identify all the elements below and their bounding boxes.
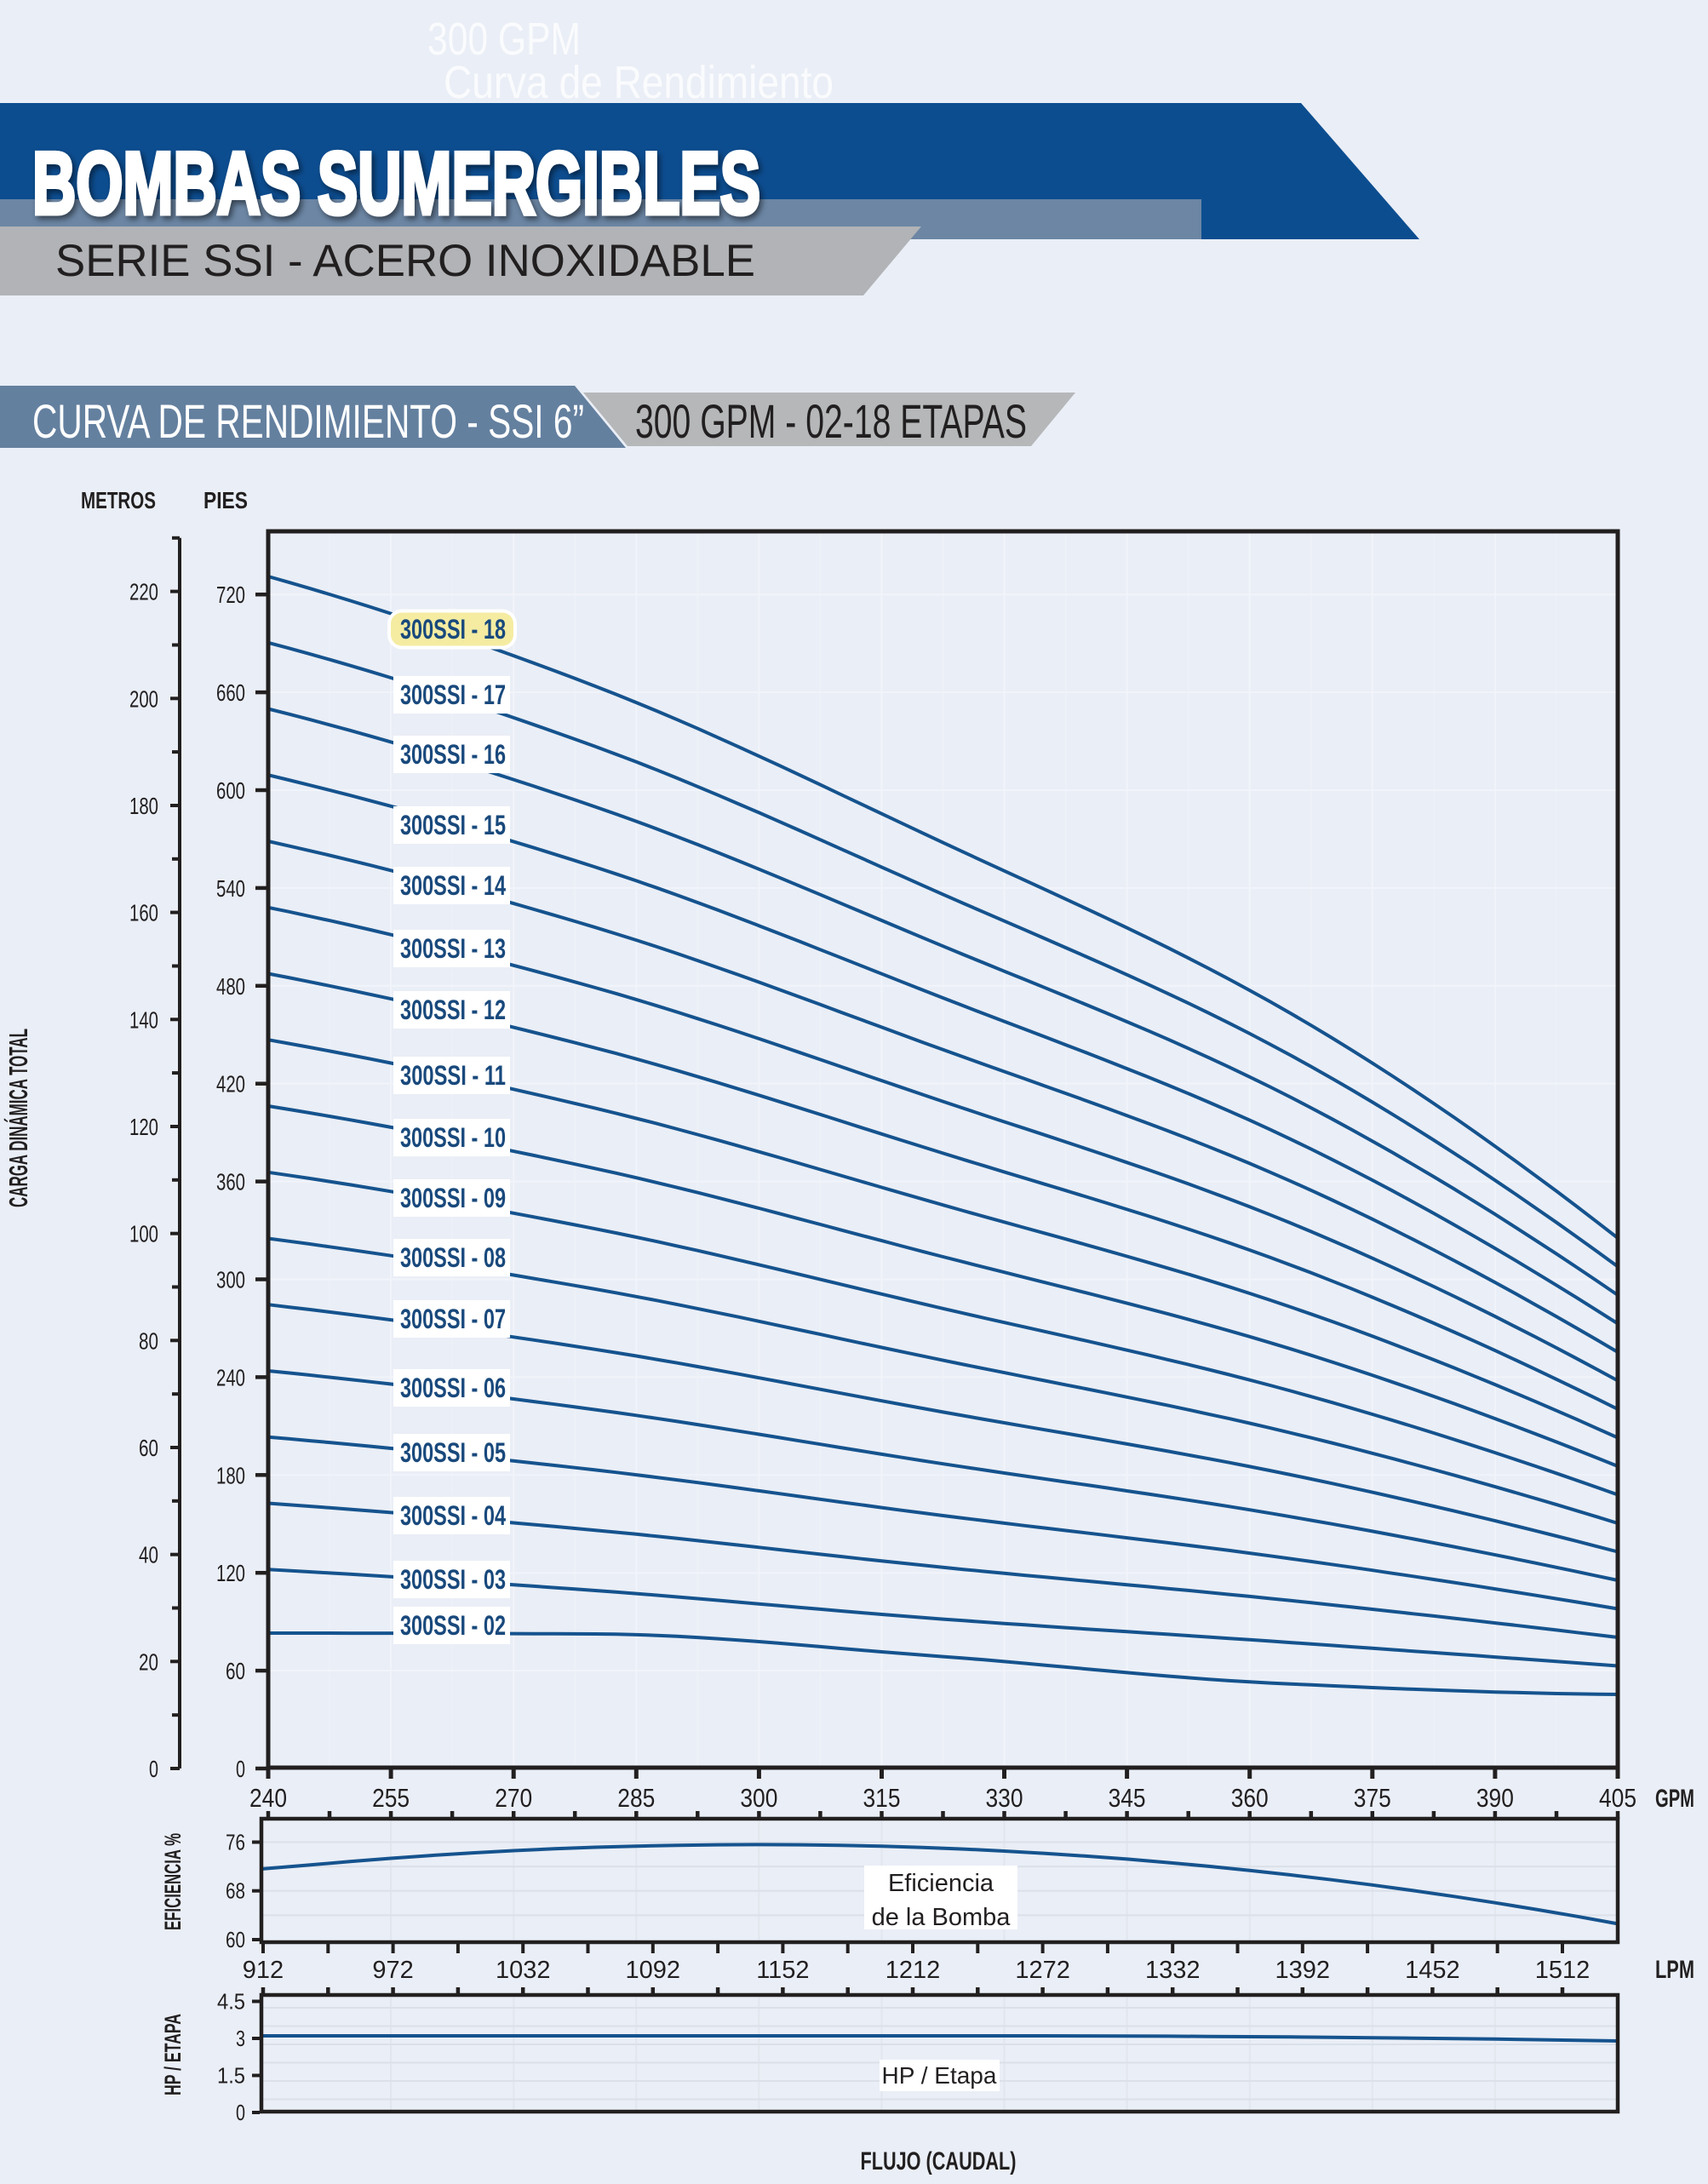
svg-text:480: 480 bbox=[216, 973, 245, 1000]
svg-text:420: 420 bbox=[216, 1071, 245, 1098]
svg-text:300 GPM - 02-18 ETAPAS: 300 GPM - 02-18 ETAPAS bbox=[635, 394, 1027, 448]
svg-text:300SSI - 03: 300SSI - 03 bbox=[400, 1564, 506, 1595]
svg-text:315: 315 bbox=[863, 1783, 901, 1813]
svg-text:GPM: GPM bbox=[1655, 1785, 1694, 1813]
svg-text:240: 240 bbox=[216, 1364, 245, 1390]
svg-text:180: 180 bbox=[129, 793, 158, 819]
svg-text:720: 720 bbox=[216, 582, 245, 608]
svg-text:300SSI - 14: 300SSI - 14 bbox=[400, 870, 506, 901]
svg-text:60: 60 bbox=[226, 1658, 245, 1684]
svg-text:300SSI - 11: 300SSI - 11 bbox=[400, 1060, 506, 1091]
svg-text:1452: 1452 bbox=[1405, 1957, 1460, 1984]
svg-text:972: 972 bbox=[372, 1957, 413, 1984]
svg-text:140: 140 bbox=[129, 1006, 158, 1033]
svg-text:4.5: 4.5 bbox=[217, 1989, 245, 2015]
svg-text:1512: 1512 bbox=[1535, 1957, 1591, 1984]
svg-text:300: 300 bbox=[216, 1267, 245, 1293]
svg-text:200: 200 bbox=[129, 685, 158, 712]
svg-text:300SSI - 07: 300SSI - 07 bbox=[400, 1304, 506, 1334]
svg-text:300SSI - 05: 300SSI - 05 bbox=[400, 1437, 506, 1468]
svg-text:120: 120 bbox=[129, 1114, 158, 1140]
svg-text:160: 160 bbox=[129, 900, 158, 926]
svg-text:CURVA DE RENDIMIENTO - SSI 6”: CURVA DE RENDIMIENTO - SSI 6” bbox=[32, 394, 584, 448]
svg-text:LPM: LPM bbox=[1655, 1956, 1694, 1984]
svg-text:300SSI - 12: 300SSI - 12 bbox=[400, 995, 506, 1025]
svg-text:300SSI - 13: 300SSI - 13 bbox=[400, 933, 506, 964]
svg-text:100: 100 bbox=[129, 1221, 158, 1247]
svg-text:600: 600 bbox=[216, 777, 245, 804]
svg-text:300: 300 bbox=[740, 1783, 777, 1813]
svg-text:120: 120 bbox=[216, 1560, 245, 1586]
svg-text:360: 360 bbox=[1231, 1783, 1269, 1813]
svg-text:de la Bomba: de la Bomba bbox=[872, 1904, 1012, 1931]
svg-text:SERIE SSI - ACERO INOXIDABLE: SERIE SSI - ACERO INOXIDABLE bbox=[55, 236, 755, 286]
svg-text:20: 20 bbox=[139, 1648, 158, 1675]
svg-text:76: 76 bbox=[226, 1830, 245, 1855]
svg-text:300SSI - 04: 300SSI - 04 bbox=[400, 1500, 506, 1531]
svg-text:300SSI - 08: 300SSI - 08 bbox=[400, 1242, 506, 1273]
svg-text:240: 240 bbox=[249, 1783, 287, 1813]
svg-text:FLUJO (CAUDAL): FLUJO (CAUDAL) bbox=[861, 2147, 1017, 2175]
svg-text:255: 255 bbox=[372, 1783, 410, 1813]
svg-text:0: 0 bbox=[236, 1756, 245, 1782]
svg-text:330: 330 bbox=[986, 1783, 1023, 1813]
svg-text:660: 660 bbox=[216, 679, 245, 706]
svg-text:60: 60 bbox=[139, 1435, 158, 1461]
svg-text:METROS: METROS bbox=[81, 487, 156, 513]
svg-text:300SSI - 18: 300SSI - 18 bbox=[400, 614, 506, 645]
svg-text:180: 180 bbox=[216, 1462, 245, 1488]
svg-text:300SSI - 02: 300SSI - 02 bbox=[400, 1610, 506, 1641]
svg-text:CARGA DINÁMICA TOTAL: CARGA DINÁMICA TOTAL bbox=[3, 1029, 33, 1207]
svg-text:300SSI - 16: 300SSI - 16 bbox=[400, 739, 506, 770]
svg-text:3: 3 bbox=[236, 2026, 245, 2051]
svg-text:60: 60 bbox=[226, 1927, 245, 1952]
svg-text:1332: 1332 bbox=[1145, 1957, 1201, 1984]
svg-text:345: 345 bbox=[1109, 1783, 1146, 1813]
svg-text:1272: 1272 bbox=[1015, 1957, 1070, 1984]
svg-text:Eficiencia: Eficiencia bbox=[888, 1870, 994, 1897]
svg-text:80: 80 bbox=[139, 1327, 158, 1354]
svg-text:540: 540 bbox=[216, 875, 245, 902]
svg-text:1392: 1392 bbox=[1275, 1957, 1331, 1984]
svg-text:270: 270 bbox=[495, 1783, 532, 1813]
svg-text:0: 0 bbox=[149, 1756, 158, 1782]
svg-text:Curva de Rendimiento: Curva de Rendimiento bbox=[444, 57, 834, 108]
svg-text:912: 912 bbox=[243, 1957, 284, 1984]
svg-text:EFICIENCIA %: EFICIENCIA % bbox=[160, 1833, 186, 1930]
svg-text:300 GPM: 300 GPM bbox=[427, 14, 581, 65]
svg-text:300SSI - 06: 300SSI - 06 bbox=[400, 1373, 506, 1403]
svg-text:300SSI - 09: 300SSI - 09 bbox=[400, 1183, 506, 1213]
svg-text:1092: 1092 bbox=[626, 1957, 681, 1984]
svg-text:0: 0 bbox=[236, 2100, 245, 2125]
svg-text:1.5: 1.5 bbox=[217, 2063, 245, 2089]
svg-text:1152: 1152 bbox=[756, 1957, 809, 1984]
svg-text:220: 220 bbox=[129, 579, 158, 605]
svg-text:40: 40 bbox=[139, 1542, 158, 1568]
svg-text:68: 68 bbox=[226, 1878, 245, 1904]
svg-text:300SSI - 10: 300SSI - 10 bbox=[400, 1122, 506, 1153]
svg-text:405: 405 bbox=[1599, 1783, 1636, 1813]
svg-text:HP / ETAPA: HP / ETAPA bbox=[160, 2014, 186, 2095]
svg-text:375: 375 bbox=[1354, 1783, 1391, 1813]
svg-text:360: 360 bbox=[216, 1169, 245, 1195]
svg-text:300SSI - 17: 300SSI - 17 bbox=[400, 679, 506, 710]
svg-text:390: 390 bbox=[1476, 1783, 1514, 1813]
svg-text:1212: 1212 bbox=[886, 1957, 941, 1984]
svg-text:BOMBAS SUMERGIBLES: BOMBAS SUMERGIBLES bbox=[32, 135, 760, 233]
svg-text:1032: 1032 bbox=[496, 1957, 551, 1984]
svg-text:PIES: PIES bbox=[203, 487, 248, 513]
svg-text:300SSI - 15: 300SSI - 15 bbox=[400, 810, 506, 840]
svg-text:HP / Etapa: HP / Etapa bbox=[882, 2062, 997, 2089]
svg-text:285: 285 bbox=[617, 1783, 655, 1813]
